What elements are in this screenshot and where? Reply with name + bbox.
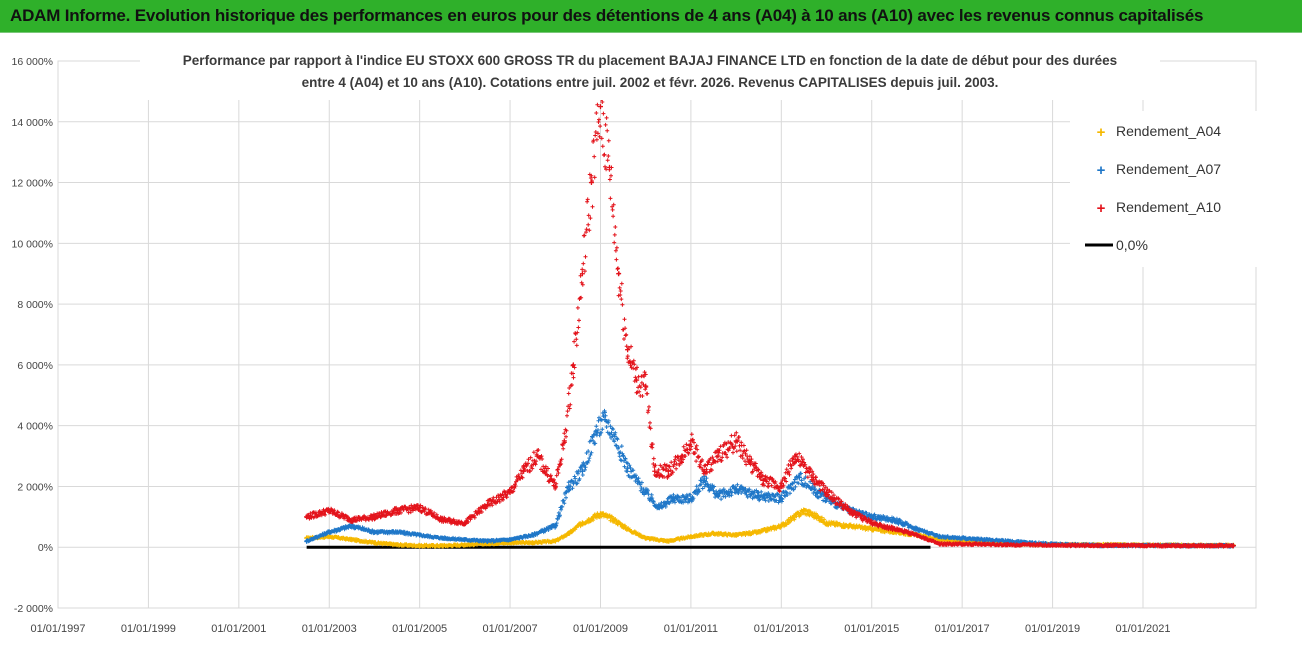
y-tick-label: -2 000% [14,603,53,615]
header-banner: ADAM Informe. Evolution historique des p… [0,0,1302,33]
x-tick-label: 01/01/2017 [935,623,990,635]
y-tick-label: 12 000% [12,178,53,190]
y-axis-ticks: 16 000% 14 000% 12 000% 10 000% 8 000% 6 000%… [12,56,53,615]
x-tick-label: 01/01/2001 [211,623,266,635]
chart-title-line-2: entre 4 (A04) et 10 ans (A10). Cotations… [302,75,999,90]
x-tick-label: 01/01/2021 [1115,623,1170,635]
legend-marker-a04: + [1097,124,1106,141]
data-point [597,104,603,110]
legend-marker-a07: + [1097,162,1106,179]
series-scatter-cloud [304,507,1236,549]
y-tick-label: 16 000% [12,56,53,68]
x-axis-ticks: 01/01/1997 01/01/1999 01/01/2001 01/01/2003… [30,623,1170,635]
y-tick-label: 8 000% [17,299,53,311]
legend-marker-a10: + [1097,200,1106,217]
legend-label-a10: Rendement_A10 [1116,199,1221,215]
data-point [570,362,576,368]
x-tick-label: 01/01/2019 [1025,623,1080,635]
x-tick-label: 01/01/2003 [302,623,357,635]
chart-title: Performance par rapport à l'indice EU ST… [140,44,1160,100]
y-tick-label: 14 000% [12,117,53,129]
banner-title: ADAM Informe. Evolution historique des p… [10,6,1204,25]
y-tick-label: 2 000% [17,481,53,493]
x-tick-label: 01/01/2013 [754,623,809,635]
chart-legend: + Rendement_A04 + Rendement_A07 + Rendem… [1070,111,1260,267]
series-rendement-a10 [304,69,1236,549]
chart-title-line-1: Performance par rapport à l'indice EU ST… [183,53,1117,68]
data-point [652,468,658,474]
x-tick-label: 01/01/2005 [392,623,447,635]
series-layer [304,69,1236,549]
x-tick-label: 01/01/2009 [573,623,628,635]
legend-label-zero: 0,0% [1116,237,1148,253]
x-tick-label: 01/01/2011 [664,623,718,635]
y-tick-label: 6 000% [17,360,53,372]
legend-label-a04: Rendement_A04 [1116,123,1221,139]
title-background [140,44,1160,100]
y-tick-label: 4 000% [17,421,53,433]
series-rendement-a04 [304,507,1236,549]
legend-label-a07: Rendement_A07 [1116,161,1221,177]
x-tick-label: 01/01/2007 [483,623,538,635]
x-tick-label: 01/01/1999 [121,623,176,635]
data-point [665,468,671,474]
x-tick-label: 01/01/1997 [30,623,85,635]
y-tick-label: 0% [38,542,53,554]
performance-chart: 16 000% 14 000% 12 000% 10 000% 8 000% 6 000%… [12,44,1260,635]
y-tick-label: 10 000% [12,238,53,250]
x-tick-label: 01/01/2015 [844,623,899,635]
series-scatter-cloud [304,69,1236,549]
legend-background [1070,111,1260,267]
